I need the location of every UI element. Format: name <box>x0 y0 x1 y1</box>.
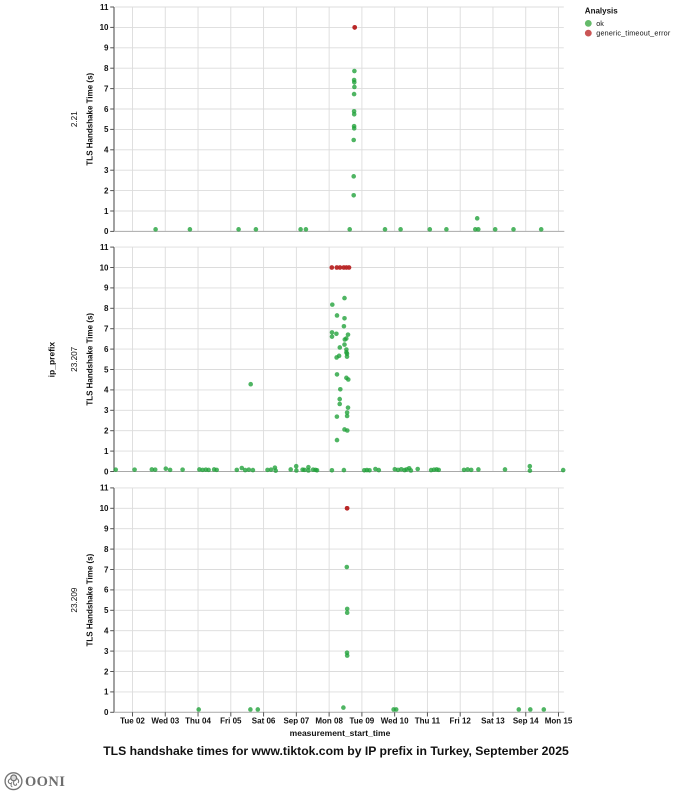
svg-text:Sep 07: Sep 07 <box>283 717 309 726</box>
svg-text:7: 7 <box>104 325 109 334</box>
svg-text:8: 8 <box>104 545 109 554</box>
svg-text:measurement_start_time: measurement_start_time <box>290 728 391 738</box>
svg-text:Sat 13: Sat 13 <box>481 717 505 726</box>
svg-text:8: 8 <box>104 304 109 313</box>
svg-text:2.21: 2.21 <box>70 111 79 127</box>
svg-text:2: 2 <box>104 667 109 676</box>
svg-text:generic_timeout_error: generic_timeout_error <box>596 29 671 38</box>
svg-text:6: 6 <box>104 586 109 595</box>
svg-text:9: 9 <box>104 525 109 534</box>
svg-text:3: 3 <box>104 166 109 175</box>
svg-text:Tue 09: Tue 09 <box>350 717 375 726</box>
svg-text:Sep 14: Sep 14 <box>513 717 539 726</box>
svg-text:TLS Handshake Time (s): TLS Handshake Time (s) <box>86 72 95 165</box>
svg-text:0: 0 <box>104 708 109 717</box>
svg-text:11: 11 <box>100 243 109 252</box>
svg-text:Analysis: Analysis <box>585 6 618 15</box>
svg-text:23.209: 23.209 <box>70 587 79 612</box>
svg-text:2: 2 <box>104 427 109 436</box>
svg-text:9: 9 <box>104 284 109 293</box>
svg-text:TLS handshake times for www.ti: TLS handshake times for www.tiktok.com b… <box>103 744 569 758</box>
svg-text:Mon 08: Mon 08 <box>315 717 343 726</box>
svg-text:3: 3 <box>104 647 109 656</box>
svg-text:5: 5 <box>104 365 109 374</box>
svg-text:6: 6 <box>104 345 109 354</box>
svg-text:Fri 05: Fri 05 <box>220 717 242 726</box>
svg-text:Thu 04: Thu 04 <box>185 717 211 726</box>
svg-text:OONI: OONI <box>25 774 65 790</box>
svg-text:Fri 12: Fri 12 <box>450 717 472 726</box>
svg-text:6: 6 <box>104 105 109 114</box>
svg-text:Wed 10: Wed 10 <box>381 717 409 726</box>
svg-text:TLS Handshake Time (s): TLS Handshake Time (s) <box>86 553 95 646</box>
svg-text:11: 11 <box>100 3 109 12</box>
svg-text:0: 0 <box>104 227 109 236</box>
svg-text:10: 10 <box>100 263 109 272</box>
svg-text:3: 3 <box>104 406 109 415</box>
svg-text:Mon 15: Mon 15 <box>545 717 573 726</box>
svg-text:7: 7 <box>104 565 109 574</box>
svg-text:TLS Handshake Time (s): TLS Handshake Time (s) <box>86 313 95 406</box>
svg-text:10: 10 <box>100 23 109 32</box>
svg-text:9: 9 <box>104 44 109 53</box>
svg-text:0: 0 <box>104 467 109 476</box>
svg-text:Tue 02: Tue 02 <box>120 717 145 726</box>
svg-text:4: 4 <box>104 386 109 395</box>
svg-text:1: 1 <box>104 688 109 697</box>
svg-text:11: 11 <box>100 484 109 493</box>
svg-text:ip_prefix: ip_prefix <box>47 342 57 378</box>
svg-text:Thu 11: Thu 11 <box>415 717 441 726</box>
svg-text:Sat 06: Sat 06 <box>252 717 276 726</box>
svg-text:ok: ok <box>596 19 604 28</box>
svg-text:4: 4 <box>104 146 109 155</box>
svg-text:7: 7 <box>104 84 109 93</box>
svg-text:10: 10 <box>100 504 109 513</box>
svg-text:1: 1 <box>104 447 109 456</box>
svg-text:5: 5 <box>104 606 109 615</box>
svg-text:23.207: 23.207 <box>70 346 79 371</box>
svg-text:1: 1 <box>104 207 109 216</box>
svg-text:5: 5 <box>104 125 109 134</box>
svg-text:2: 2 <box>104 186 109 195</box>
svg-text:8: 8 <box>104 64 109 73</box>
svg-text:4: 4 <box>104 627 109 636</box>
svg-text:Wed 03: Wed 03 <box>151 717 179 726</box>
